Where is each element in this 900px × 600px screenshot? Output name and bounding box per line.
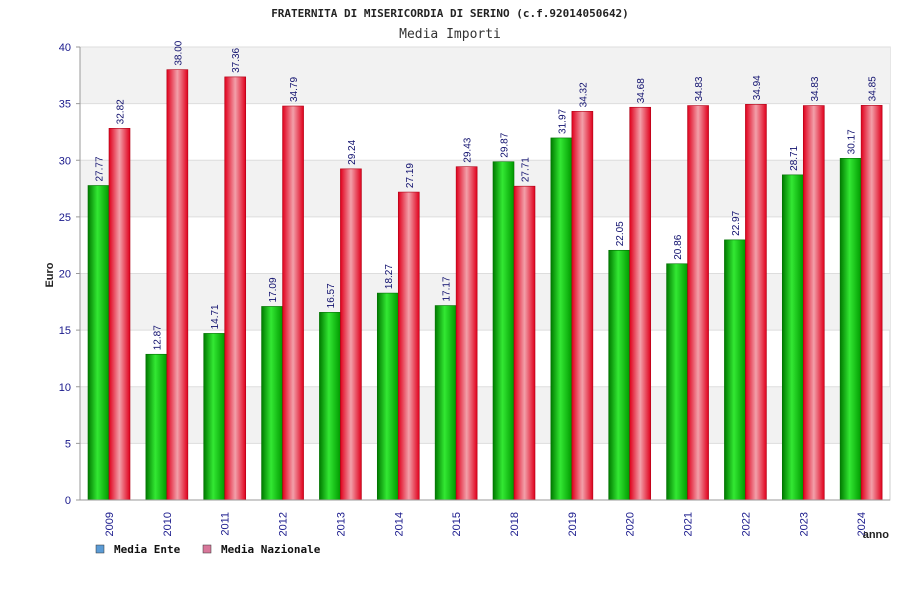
bar-media-nazionale-2020 bbox=[629, 106, 652, 501]
bar-media-nazionale-2024 bbox=[860, 105, 883, 501]
data-label-media-nazionale-2022: 34.94 bbox=[752, 75, 763, 100]
grid-band bbox=[80, 160, 890, 217]
data-label-media-nazionale-2012: 34.79 bbox=[289, 77, 300, 102]
chart-title: FRATERNITA DI MISERICORDIA DI SERINO (c.… bbox=[271, 7, 629, 20]
bar-media-ente-2023 bbox=[781, 174, 804, 501]
bar-media-ente-2018 bbox=[492, 161, 515, 501]
bar-media-nazionale-2023 bbox=[802, 105, 825, 501]
bar-media-nazionale-2015 bbox=[455, 166, 478, 501]
bar-media-nazionale-2010 bbox=[166, 69, 189, 501]
x-tick-label: 2019 bbox=[567, 512, 579, 536]
data-label-media-nazionale-2023: 34.83 bbox=[810, 76, 821, 101]
data-label-media-ente-2020: 22.05 bbox=[615, 221, 626, 246]
x-tick-label: 2024 bbox=[856, 512, 868, 536]
data-label-media-nazionale-2010: 38.00 bbox=[173, 40, 184, 65]
bar-media-ente-2014 bbox=[376, 292, 399, 501]
data-label-media-ente-2022: 22.97 bbox=[731, 210, 742, 235]
data-label-media-nazionale-2018: 27.71 bbox=[521, 157, 532, 182]
legend-swatch-media-ente bbox=[95, 544, 105, 554]
y-tick-label: 20 bbox=[59, 269, 71, 281]
data-label-media-ente-2014: 18.27 bbox=[384, 264, 395, 289]
bar-media-ente-2021 bbox=[666, 263, 688, 501]
x-tick-label: 2012 bbox=[278, 512, 290, 536]
bar-media-nazionale-2011 bbox=[224, 76, 247, 501]
data-label-media-ente-2010: 12.87 bbox=[152, 325, 163, 350]
bar-media-nazionale-2019 bbox=[571, 111, 594, 501]
data-label-media-nazionale-2020: 34.68 bbox=[636, 78, 647, 103]
y-tick-label: 30 bbox=[59, 155, 71, 167]
grid-band bbox=[80, 273, 890, 331]
x-tick-label: 2009 bbox=[104, 512, 116, 536]
grid-band bbox=[80, 386, 890, 444]
y-tick-label: 15 bbox=[59, 325, 71, 337]
legend: Media Ente Media Nazionale bbox=[95, 543, 321, 556]
y-tick-label: 10 bbox=[59, 382, 71, 394]
y-tick-label: 0 bbox=[65, 495, 71, 507]
data-label-media-nazionale-2014: 27.19 bbox=[405, 163, 416, 188]
y-tick-label: 35 bbox=[59, 99, 71, 111]
plot-background bbox=[79, 46, 891, 501]
y-tick-label: 25 bbox=[59, 212, 71, 224]
x-tick-label: 2015 bbox=[451, 512, 463, 536]
data-label-media-nazionale-2024: 34.85 bbox=[868, 76, 879, 101]
grid-band bbox=[80, 47, 890, 104]
data-label-media-nazionale-2009: 32.82 bbox=[116, 99, 127, 124]
bars-group: 27.77 32.82 12.87 38.00 14.71 37.36 17.09 34.79… bbox=[87, 40, 883, 501]
x-tick-label: 2010 bbox=[162, 512, 174, 536]
x-tick-label: 2014 bbox=[393, 512, 405, 536]
bar-media-ente-2013 bbox=[319, 312, 341, 501]
data-label-media-ente-2019: 31.97 bbox=[557, 108, 568, 133]
bar-media-nazionale-2021 bbox=[687, 105, 709, 501]
legend-label-media-nazionale: Media Nazionale bbox=[221, 543, 321, 556]
data-label-media-nazionale-2019: 34.32 bbox=[578, 82, 589, 107]
data-label-media-ente-2011: 14.71 bbox=[210, 304, 221, 329]
bar-media-ente-2019 bbox=[550, 137, 573, 501]
x-tick-label: 2018 bbox=[509, 512, 521, 536]
x-tick-label: 2013 bbox=[335, 512, 347, 536]
y-tick-label: 5 bbox=[65, 438, 71, 450]
x-tick-label: 2011 bbox=[220, 512, 232, 536]
y-tick-label: 40 bbox=[59, 42, 71, 54]
data-label-media-nazionale-2021: 34.83 bbox=[694, 76, 705, 101]
bar-media-ente-2024 bbox=[839, 158, 862, 501]
x-tick-label: 2023 bbox=[798, 512, 810, 536]
y-axis: 0 5 10 15 20 25 30 35 40 bbox=[59, 42, 81, 507]
data-label-media-ente-2013: 16.57 bbox=[326, 283, 337, 308]
x-tick-label: 2021 bbox=[683, 512, 695, 536]
bar-media-nazionale-2012 bbox=[282, 105, 304, 501]
legend-swatch-media-nazionale bbox=[202, 544, 212, 554]
bar-media-ente-2009 bbox=[87, 185, 110, 501]
data-label-media-ente-2024: 30.17 bbox=[847, 129, 858, 154]
bar-media-ente-2022 bbox=[724, 239, 746, 501]
y-axis-label: Euro bbox=[44, 262, 56, 287]
data-label-media-nazionale-2013: 29.24 bbox=[347, 139, 358, 164]
bar-media-nazionale-2018 bbox=[513, 185, 536, 501]
bar-media-ente-2011 bbox=[203, 333, 226, 501]
bar-media-nazionale-2009 bbox=[108, 128, 131, 501]
data-label-media-ente-2015: 17.17 bbox=[442, 276, 453, 301]
data-label-media-ente-2018: 29.87 bbox=[500, 132, 511, 157]
data-label-media-ente-2012: 17.09 bbox=[268, 277, 279, 302]
data-label-media-nazionale-2015: 29.43 bbox=[463, 137, 474, 162]
bar-media-ente-2015 bbox=[434, 305, 457, 501]
bar-media-nazionale-2013 bbox=[340, 168, 362, 501]
x-axis-label: anno bbox=[863, 529, 890, 541]
bar-media-ente-2010 bbox=[145, 353, 168, 501]
data-label-media-nazionale-2011: 37.36 bbox=[231, 47, 242, 72]
x-axis: 2009 2010 2011 2012 2013 2014 2015 2018 2019 2020… bbox=[80, 499, 890, 536]
bar-media-ente-2012 bbox=[261, 306, 283, 501]
legend-label-media-ente: Media Ente bbox=[114, 543, 181, 556]
data-label-media-ente-2009: 27.77 bbox=[95, 156, 106, 181]
chart-subtitle: Media Importi bbox=[399, 27, 501, 42]
x-tick-label: 2020 bbox=[625, 512, 637, 536]
bar-media-nazionale-2022 bbox=[745, 104, 767, 501]
x-tick-label: 2022 bbox=[740, 512, 752, 536]
data-label-media-ente-2021: 20.86 bbox=[673, 234, 684, 259]
bar-media-ente-2020 bbox=[608, 249, 631, 501]
data-label-media-ente-2023: 28.71 bbox=[789, 145, 800, 170]
bar-media-nazionale-2014 bbox=[397, 191, 420, 501]
